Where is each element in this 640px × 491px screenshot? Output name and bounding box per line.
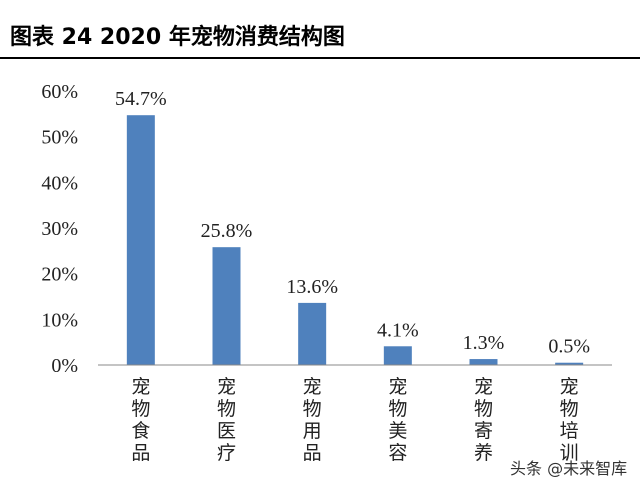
bar-series: [126, 115, 584, 365]
x-tick-label: 宠物用品: [303, 376, 322, 464]
watermark: 头条 @未来智库: [510, 459, 627, 478]
y-tick-label: 40%: [41, 172, 78, 194]
y-tick-label: 10%: [41, 309, 78, 331]
bar: [383, 346, 412, 365]
y-axis: 0% 10% 20% 30% 40% 50% 60%: [41, 81, 78, 377]
bar: [298, 302, 327, 365]
data-label: 13.6%: [286, 276, 338, 298]
y-tick-label: 60%: [41, 81, 78, 103]
x-tick-label: 宠物美容: [388, 376, 407, 464]
data-labels: 54.7% 25.8% 13.6% 4.1% 1.3% 0.5%: [115, 88, 590, 358]
data-label: 54.7%: [115, 88, 167, 110]
bar: [212, 247, 241, 365]
y-tick-label: 50%: [41, 127, 78, 149]
chart-title: 图表 24 2020 年宠物消费结构图: [10, 24, 345, 50]
x-tick-label: 宠物食品: [131, 376, 150, 464]
data-label: 0.5%: [548, 336, 590, 358]
bar: [555, 362, 584, 365]
bar: [126, 115, 155, 365]
y-tick-label: 0%: [51, 355, 78, 377]
data-label: 1.3%: [463, 332, 505, 354]
x-tick-label: 宠物医疗: [217, 376, 236, 464]
data-label: 4.1%: [377, 319, 419, 341]
y-tick-label: 20%: [41, 264, 78, 286]
bar: [469, 359, 498, 365]
data-label: 25.8%: [201, 220, 253, 242]
x-tick-label: 宠物培训: [560, 376, 579, 464]
x-axis: 宠物食品 宠物医疗 宠物用品 宠物美容 宠物寄养 宠物培训: [98, 364, 612, 464]
x-tick-label: 宠物寄养: [474, 376, 493, 464]
y-tick-label: 30%: [41, 218, 78, 240]
